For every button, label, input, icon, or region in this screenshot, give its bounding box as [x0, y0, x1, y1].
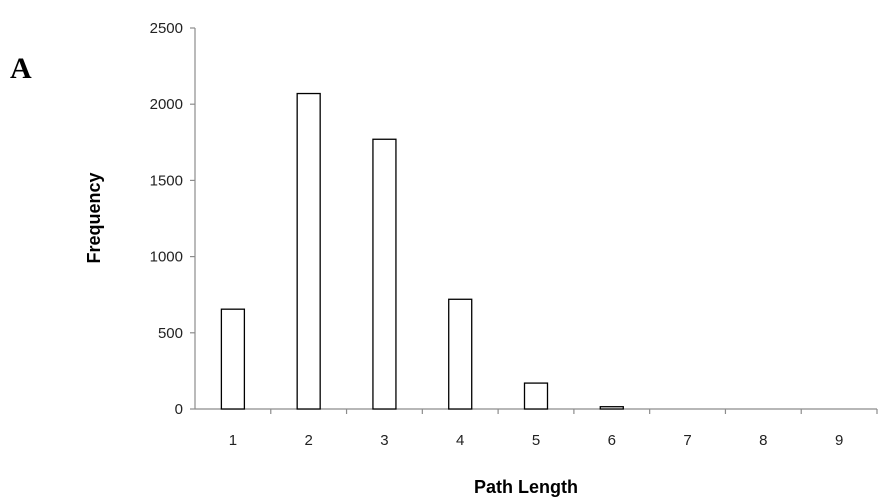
y-tick-labels: 0 500 1000 1500 2000 2500	[150, 20, 195, 418]
x-axis: 1 2 3 4 5 6 7 8 9	[195, 408, 878, 449]
y-axis: 0 500 1000 1500 2000 2500	[150, 20, 196, 418]
y-axis-title: Frequency	[84, 172, 104, 263]
x-tick-label: 1	[229, 432, 237, 449]
bar-series	[220, 92, 624, 410]
x-tick-label: 3	[380, 432, 388, 449]
bar-6	[599, 406, 624, 410]
y-tick-label: 2000	[150, 96, 183, 113]
x-tick-label: 2	[304, 432, 312, 449]
bar-3	[372, 138, 397, 410]
y-tick-label: 1000	[150, 249, 183, 266]
x-tick-label: 4	[456, 432, 464, 449]
x-axis-title: Path Length	[474, 477, 578, 497]
y-tick-label: 500	[158, 325, 183, 342]
x-tick-label: 6	[608, 432, 616, 449]
x-tick-label: 5	[532, 432, 540, 449]
bar-1	[220, 308, 246, 410]
panel-label: A	[10, 52, 32, 85]
bar-5	[523, 382, 549, 410]
x-tick-label: 7	[683, 432, 691, 449]
y-tick-label: 2500	[150, 20, 183, 37]
y-tick-label: 1500	[150, 172, 183, 189]
bar-4	[448, 298, 473, 410]
y-tick-label: 0	[175, 401, 183, 418]
x-tick-labels: 1 2 3 4 5 6 7 8 9	[229, 409, 878, 449]
x-tick-label: 9	[835, 432, 843, 449]
bar-2	[296, 92, 321, 410]
x-tick-label: 8	[759, 432, 767, 449]
